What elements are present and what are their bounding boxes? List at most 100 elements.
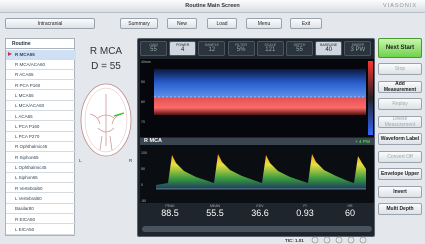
param-value: 55 <box>141 47 166 53</box>
selected-arrow <box>8 52 12 56</box>
item-depth: 60 <box>37 196 42 201</box>
item-depth: 65 <box>33 175 38 180</box>
mmode-axis: 40mm506070 <box>141 59 155 137</box>
vessel-name: R MCA <box>76 46 136 57</box>
scrollbar[interactable] <box>142 226 372 232</box>
toolbar-button[interactable]: Load <box>207 18 237 29</box>
item-name: L Ophthalmic <box>15 165 41 170</box>
param-value: 4 <box>170 47 195 53</box>
action-button[interactable]: Next Start <box>378 38 422 58</box>
toolbar-button[interactable]: Summary <box>120 18 158 29</box>
spectrum <box>140 145 374 203</box>
metric-value: 60 <box>328 208 372 218</box>
metric-value: 36.6 <box>238 208 282 218</box>
brain-diagram <box>78 80 134 160</box>
action-button[interactable]: Envelope Upper <box>378 168 422 180</box>
item-name: R EICA <box>15 217 30 222</box>
item-name: L Vertebral <box>15 196 37 201</box>
spectrum-title: R MCA <box>144 138 162 144</box>
metrics: PEAK88.5MEAN55.5EDV36.6PI0.93HR60 <box>148 204 372 224</box>
item-name: R Ophthalmic <box>15 144 42 149</box>
mode-button[interactable]: Intracranial <box>5 18 95 29</box>
mmode-tick: 60 <box>141 100 145 104</box>
action-button[interactable]: Multi Depth <box>378 203 422 215</box>
param-value: 12 <box>199 47 224 53</box>
item-name: R Vertebral <box>15 186 38 191</box>
screen-title: Routine Main Screen <box>0 3 425 9</box>
param-value: 3 PW <box>345 47 370 53</box>
item-name: L MCA <box>15 93 29 98</box>
item-depth: 65 <box>34 155 39 160</box>
item-name: R PCA P1 <box>15 83 35 88</box>
action-button[interactable]: Convert Off <box>378 151 422 163</box>
action-button[interactable]: Invert <box>378 186 422 198</box>
action-button[interactable]: Stop <box>378 63 422 75</box>
item-depth: 50 <box>29 227 34 232</box>
mmode-tick: 70 <box>141 120 145 124</box>
item-name: R MCA/ACA <box>15 62 40 67</box>
vessel-panel: R MCA D = 55 L R <box>76 38 136 236</box>
action-button[interactable]: Waveform Label <box>378 133 422 145</box>
toolbar-button[interactable]: Exit <box>290 18 322 29</box>
toolbar: Intracranial Summary New Load Menu Exit <box>0 14 425 34</box>
metric-value: 0.93 <box>283 208 327 218</box>
action-button[interactable]: Replay <box>378 98 422 110</box>
list-title: Routine <box>6 39 74 49</box>
screen: Routine Main Screen VIASONIX Intracrania… <box>0 0 425 244</box>
item-depth: 45 <box>41 165 46 170</box>
toolbar-button[interactable]: New <box>167 18 197 29</box>
mmode-tick: 40mm <box>141 60 151 64</box>
spectrum-header: R MCA + 4 PW <box>140 138 374 145</box>
item-depth: 60 <box>38 186 43 191</box>
item-depth: 60 <box>34 124 39 129</box>
metric: MEAN55.5 <box>193 204 237 218</box>
param-value: 40 <box>316 47 341 53</box>
item-name: L ACA <box>15 114 28 119</box>
spectrum-tick: 0 <box>141 183 143 187</box>
logo: VIASONIX <box>383 3 417 9</box>
param-value: 121 <box>258 47 283 53</box>
item-depth: 45 <box>42 144 47 149</box>
action-button[interactable]: Add Measurement <box>378 81 422 93</box>
item-depth: 60 <box>35 83 40 88</box>
item-name: R ACA <box>15 72 29 77</box>
toolbar-button[interactable]: Menu <box>246 18 282 29</box>
action-panel: Next Start Stop Add Measurement Replay Delet… <box>378 38 422 236</box>
mmode <box>140 59 374 137</box>
depth-label: D = 55 <box>76 61 136 72</box>
metric-value: 55.5 <box>193 208 237 218</box>
left-label: L <box>79 158 82 163</box>
action-button[interactable]: Delete Measurement <box>378 116 422 128</box>
spectrum-tick: 50 <box>141 167 145 171</box>
